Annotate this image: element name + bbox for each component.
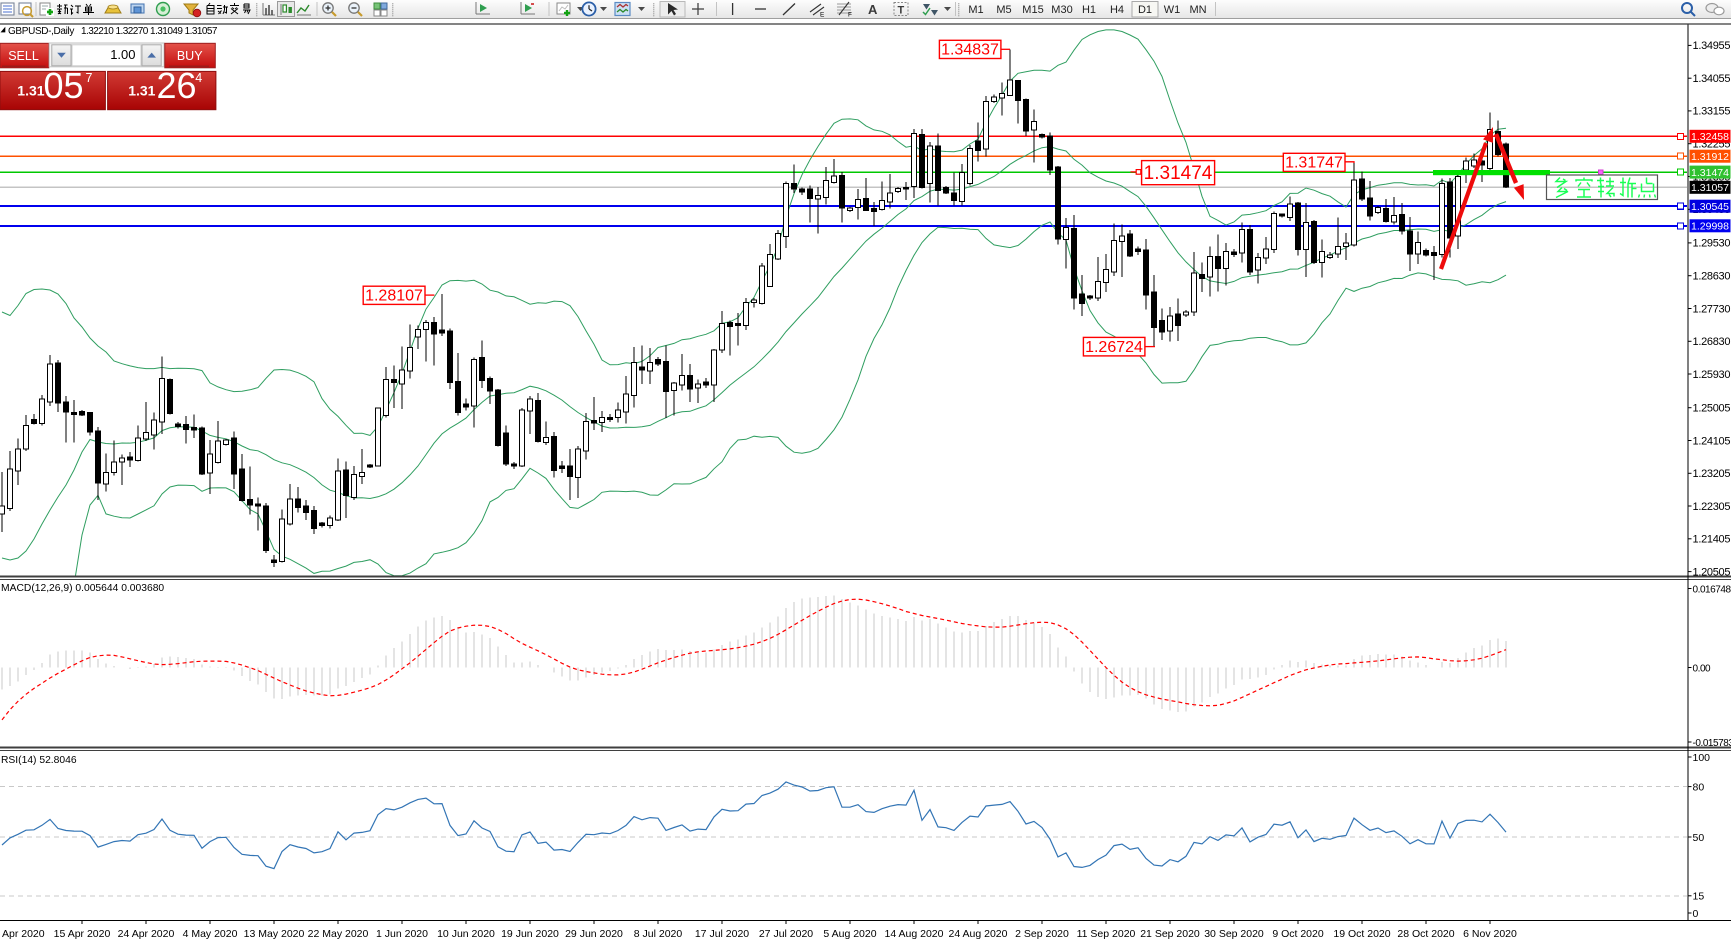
svg-text:1.31: 1.31 [128, 83, 155, 99]
svg-text:100: 100 [1693, 752, 1711, 764]
svg-text:W1: W1 [1164, 4, 1181, 16]
svg-text:1.00: 1.00 [110, 47, 135, 62]
svg-text:1.20505: 1.20505 [1693, 566, 1731, 578]
svg-text:1.28107: 1.28107 [365, 287, 423, 304]
svg-text:80: 80 [1693, 781, 1705, 793]
svg-text:1.31747: 1.31747 [1285, 154, 1343, 171]
svg-text:1.28630: 1.28630 [1693, 271, 1731, 283]
svg-text:E: E [820, 12, 825, 19]
svg-text:5 Aug 2020: 5 Aug 2020 [823, 928, 876, 940]
svg-text:24 Apr 2020: 24 Apr 2020 [118, 928, 175, 940]
svg-text:D1: D1 [1138, 4, 1152, 16]
svg-text:19 Jun 2020: 19 Jun 2020 [501, 928, 559, 940]
svg-text:1.30545: 1.30545 [1691, 201, 1729, 213]
svg-text:F: F [848, 12, 852, 19]
svg-text:2 Sep 2020: 2 Sep 2020 [1015, 928, 1069, 940]
svg-text:MACD(12,26,9) 0.005644 0.00368: MACD(12,26,9) 0.005644 0.003680 [1, 583, 164, 594]
svg-text:M15: M15 [1022, 4, 1043, 16]
svg-text:22 May 2020: 22 May 2020 [308, 928, 369, 940]
svg-text:1.31057: 1.31057 [1691, 182, 1729, 194]
svg-text:11 Sep 2020: 11 Sep 2020 [1077, 928, 1136, 940]
svg-text:15: 15 [1693, 891, 1705, 903]
svg-text:1.31912: 1.31912 [1691, 151, 1729, 163]
svg-text:21 Sep 2020: 21 Sep 2020 [1140, 928, 1200, 940]
svg-text:15 Apr 2020: 15 Apr 2020 [54, 928, 111, 940]
svg-text:1.33155: 1.33155 [1693, 106, 1731, 118]
svg-text:19 Oct 2020: 19 Oct 2020 [1333, 928, 1390, 940]
svg-text:1.32210 1.32270 1.31049 1.3105: 1.32210 1.32270 1.31049 1.31057 [81, 26, 218, 37]
svg-text:T: T [898, 5, 905, 17]
svg-text:1.24105: 1.24105 [1693, 435, 1731, 447]
svg-text:28 Oct 2020: 28 Oct 2020 [1397, 928, 1454, 940]
svg-text:1.29530: 1.29530 [1693, 238, 1731, 250]
svg-text:1.31474: 1.31474 [1144, 163, 1213, 184]
svg-text:0.016748: 0.016748 [1693, 584, 1731, 595]
svg-text:1.25930: 1.25930 [1693, 369, 1731, 381]
svg-text:8 Jul 2020: 8 Jul 2020 [634, 928, 683, 940]
svg-text:A: A [868, 2, 878, 17]
svg-text:-0.015783: -0.015783 [1693, 738, 1731, 749]
svg-text:M30: M30 [1051, 4, 1072, 16]
svg-text:50: 50 [1693, 832, 1705, 844]
svg-text:26: 26 [157, 65, 197, 106]
svg-text:H1: H1 [1082, 4, 1096, 16]
svg-text:13 May 2020: 13 May 2020 [244, 928, 305, 940]
svg-text:9 Oct 2020: 9 Oct 2020 [1272, 928, 1324, 940]
svg-text:05: 05 [44, 65, 84, 106]
svg-text:BUY: BUY [177, 49, 203, 63]
svg-text:1.31: 1.31 [17, 83, 44, 99]
svg-text:4 May 2020: 4 May 2020 [183, 928, 238, 940]
svg-text:1 Jun 2020: 1 Jun 2020 [376, 928, 428, 940]
svg-text:M5: M5 [996, 4, 1011, 16]
svg-text:1.25005: 1.25005 [1693, 403, 1731, 415]
svg-text:H4: H4 [1110, 4, 1124, 16]
svg-text:1.27730: 1.27730 [1693, 303, 1731, 315]
svg-text:24 Aug 2020: 24 Aug 2020 [949, 928, 1008, 940]
svg-text:MN: MN [1189, 4, 1206, 16]
svg-text:7: 7 [86, 71, 93, 85]
svg-text:1.34055: 1.34055 [1693, 73, 1731, 85]
svg-text:0: 0 [1693, 908, 1699, 920]
svg-text:GBPUSD-,Daily: GBPUSD-,Daily [8, 26, 74, 37]
svg-text:10 Jun 2020: 10 Jun 2020 [437, 928, 495, 940]
svg-text:1.31474: 1.31474 [1691, 167, 1729, 179]
svg-text:M1: M1 [968, 4, 983, 16]
svg-text:0.00: 0.00 [1693, 663, 1712, 674]
svg-text:14 Aug 2020: 14 Aug 2020 [885, 928, 944, 940]
svg-text:Apr 2020: Apr 2020 [2, 928, 45, 940]
svg-text:4: 4 [195, 71, 202, 85]
svg-text:1.26830: 1.26830 [1693, 336, 1731, 348]
svg-text:1.22305: 1.22305 [1693, 501, 1731, 513]
svg-text:17 Jul 2020: 17 Jul 2020 [695, 928, 749, 940]
svg-text:30 Sep 2020: 30 Sep 2020 [1204, 928, 1264, 940]
svg-text:1.34955: 1.34955 [1693, 40, 1731, 52]
svg-text:SELL: SELL [8, 49, 39, 63]
svg-text:1.23205: 1.23205 [1693, 468, 1731, 480]
svg-text:RSI(14) 52.8046: RSI(14) 52.8046 [1, 755, 77, 766]
svg-text:6 Nov 2020: 6 Nov 2020 [1463, 928, 1517, 940]
svg-text:1.26724: 1.26724 [1085, 339, 1143, 356]
svg-text:29 Jun 2020: 29 Jun 2020 [565, 928, 623, 940]
svg-text:27 Jul 2020: 27 Jul 2020 [759, 928, 813, 940]
svg-text:1.34837: 1.34837 [941, 42, 999, 59]
svg-text:1.29998: 1.29998 [1691, 221, 1729, 233]
svg-text:1.32458: 1.32458 [1691, 131, 1729, 143]
svg-text:1.21405: 1.21405 [1693, 534, 1731, 546]
